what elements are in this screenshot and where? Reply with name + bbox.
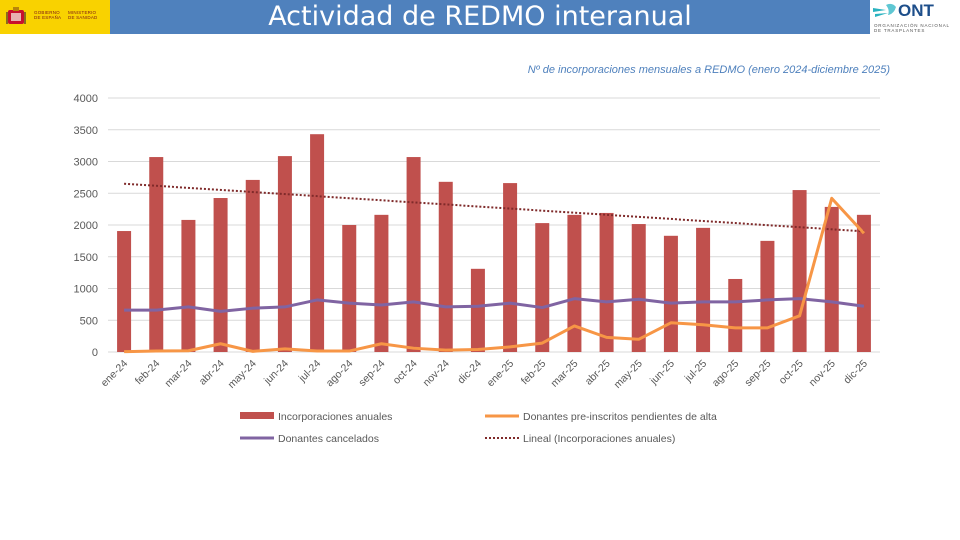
ont-logo: ONT ORGANIZACIÓN NACIONAL DE TRASPLANTES — [870, 0, 960, 34]
x-tick-label: dic-24 — [455, 358, 484, 387]
bar — [117, 231, 132, 352]
x-tick-label: mar-24 — [163, 358, 195, 390]
ont-wordmark: ONT — [898, 1, 934, 20]
ont-swoosh-icon — [873, 3, 896, 17]
bar — [438, 181, 453, 352]
y-tick-label: 4000 — [74, 93, 98, 105]
ministry-line-2: DE SANIDAD — [68, 15, 98, 20]
x-tick-label: nov-25 — [807, 358, 838, 389]
bar — [342, 225, 357, 352]
y-tick-label: 1000 — [74, 284, 98, 296]
legend-label: Lineal (Incorporaciones anuales) — [523, 433, 675, 445]
ministry-line-1: MINISTERIO — [68, 10, 97, 15]
ministerio-label: MINISTERIO DE SANIDAD — [68, 10, 98, 20]
x-tick-label: ago-24 — [324, 358, 356, 390]
bar — [374, 214, 389, 352]
bar — [696, 227, 711, 352]
y-axis-ticks: 0 500 1000 1500 2000 2500 3000 3500 4000 — [74, 93, 98, 359]
x-tick-label: jun-25 — [647, 358, 677, 388]
x-tick-label: feb-25 — [519, 358, 549, 388]
bar — [181, 219, 196, 352]
legend-swatch — [240, 412, 274, 419]
x-tick-label: ago-25 — [710, 358, 742, 390]
bar — [406, 157, 421, 352]
bar — [631, 224, 646, 352]
page-title: Actividad de REDMO interanual — [268, 1, 692, 32]
gridlines — [108, 97, 880, 353]
y-tick-label: 2500 — [74, 188, 98, 200]
x-tick-label: abr-25 — [583, 358, 613, 388]
bar — [792, 190, 807, 352]
bar — [760, 240, 775, 352]
chart-title: Nº de incorporaciones mensuales a REDMO … — [527, 64, 890, 76]
bar-series — [117, 134, 871, 352]
ont-line-2: DE TRASPLANTES — [874, 28, 926, 33]
x-tick-label: may-24 — [226, 358, 259, 391]
ont-subtitle: ORGANIZACIÓN NACIONAL DE TRASPLANTES — [874, 23, 950, 33]
line-series — [124, 182, 866, 354]
ont-line-1: ORGANIZACIÓN NACIONAL — [874, 23, 950, 28]
bar — [856, 214, 871, 352]
x-tick-label: ene-25 — [485, 358, 517, 390]
bar — [310, 134, 325, 352]
government-logo: GOBIERNO DE ESPAÑA MINISTERIO DE SANIDAD — [0, 0, 110, 34]
y-tick-label: 500 — [80, 315, 98, 327]
gov-line-1: GOBIERNO — [34, 10, 60, 15]
bar — [567, 214, 582, 352]
bar — [599, 212, 614, 352]
x-tick-label: abr-24 — [197, 358, 227, 388]
x-tick-label: oct-25 — [777, 358, 806, 387]
bar — [245, 179, 260, 352]
coat-of-arms-icon — [6, 7, 26, 24]
x-tick-label: sep-24 — [356, 358, 387, 389]
bar — [213, 198, 228, 352]
bar — [824, 206, 839, 352]
gov-line-2: DE ESPAÑA — [34, 15, 62, 20]
x-tick-label: ene-24 — [99, 358, 131, 390]
x-tick-label: nov-24 — [421, 358, 452, 389]
bar — [503, 183, 518, 352]
x-tick-label: feb-24 — [133, 358, 163, 388]
x-tick-label: oct-24 — [391, 358, 420, 387]
x-tick-label: jul-24 — [296, 358, 323, 385]
x-tick-label: jul-25 — [682, 358, 709, 385]
x-tick-label: sep-25 — [742, 358, 773, 389]
y-tick-label: 0 — [92, 347, 98, 359]
x-tick-label: dic-25 — [841, 358, 870, 387]
gobierno-label: GOBIERNO DE ESPAÑA — [34, 10, 61, 20]
bar — [470, 268, 485, 352]
x-tick-label: may-25 — [612, 358, 645, 391]
series-line — [124, 196, 866, 354]
series-line — [124, 297, 865, 313]
y-tick-label: 1500 — [74, 252, 98, 264]
legend-label: Incorporaciones anuales — [278, 411, 392, 423]
legend-label: Donantes pre-inscritos pendientes de alt… — [523, 411, 717, 423]
bar — [277, 156, 292, 352]
x-tick-label: jun-24 — [261, 358, 291, 388]
legend-label: Donantes cancelados — [278, 433, 379, 445]
y-tick-label: 2000 — [74, 220, 98, 232]
trendline — [124, 182, 864, 233]
legend: Incorporaciones anuales Donantes pre-insc… — [240, 411, 717, 445]
header-band — [0, 0, 960, 34]
bar — [728, 278, 743, 352]
bar — [535, 223, 550, 352]
bar — [149, 157, 164, 352]
x-tick-label: mar-25 — [549, 358, 581, 390]
bar — [663, 235, 678, 352]
y-tick-label: 3500 — [74, 125, 98, 137]
y-tick-label: 3000 — [74, 157, 98, 169]
